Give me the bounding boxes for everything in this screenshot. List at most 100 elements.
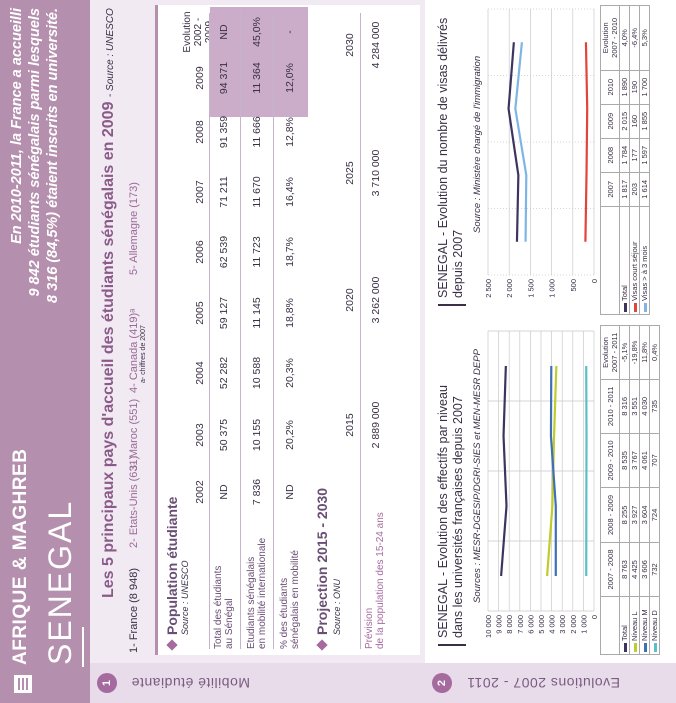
table-cell: 2 889 000 xyxy=(370,401,382,449)
intro-text: En 2010-2011, la France a accueilli 9 84… xyxy=(8,8,62,303)
data-label: 735 xyxy=(649,379,660,434)
chart2-title-line: depuis 2007 xyxy=(451,229,465,298)
top5-country: 4- Canada (419)ᵃ xyxy=(128,308,140,393)
table-cell: 18,7% xyxy=(284,237,296,267)
table-header-cell: 2008 xyxy=(600,138,620,173)
table-cell: 94 371 xyxy=(218,61,230,95)
data-label: 1 784 xyxy=(619,138,630,173)
table-header-cell: 2010 - 2011 xyxy=(600,379,620,434)
evolution-value: 0,4% xyxy=(649,325,660,380)
table-corner xyxy=(600,596,620,655)
series-line xyxy=(584,42,589,242)
chart1-source: Sources : MESR-DGESIP/DGRI-SIES et MEN-M… xyxy=(472,349,483,603)
y-tick-label: 5 000 xyxy=(537,615,546,634)
data-label: 177 xyxy=(629,138,640,173)
intro-line: 9 842 étudiants sénégalais parmi lesquel… xyxy=(27,8,43,297)
data-label: 724 xyxy=(649,487,660,543)
top5-title: Les 5 principaux pays d'accueil des étud… xyxy=(100,8,118,598)
table-row: Niveau D 732 724 707 735 0,4% xyxy=(649,325,660,655)
data-label: 4 030 xyxy=(639,379,650,434)
data-label: 4 425 xyxy=(629,542,640,597)
legend-swatch xyxy=(623,643,627,652)
legend-label: Visas > à 3 mois xyxy=(640,245,649,301)
year-header: 2007 xyxy=(194,180,206,204)
y-tick-label: 9 000 xyxy=(495,615,504,634)
intro-line: En 2010-2011, la France a accueilli xyxy=(9,8,25,244)
evolution-value: 5,3% xyxy=(639,5,650,71)
series-legend: Visas court séjour xyxy=(629,206,640,315)
y-tick-label: 8 000 xyxy=(505,615,514,634)
legend-swatch xyxy=(633,643,637,652)
series-legend: Visas > à 3 mois xyxy=(639,206,650,315)
top5-country: 3- Maroc (551) xyxy=(128,398,140,471)
table-row: Niveau L 4 425 3 927 3 767 3 551 -19,8% xyxy=(629,325,640,655)
table-cell: ND xyxy=(218,24,230,40)
year-header: 2006 xyxy=(194,240,206,264)
data-label: 1 597 xyxy=(639,138,650,173)
table-cell: 3 710 000 xyxy=(370,149,382,197)
table-row: Total 8 763 8 255 8 535 8 316 -5,1% xyxy=(619,325,630,655)
title-underline xyxy=(82,627,84,667)
table-header-cell: 2009 xyxy=(600,104,620,139)
menu-icon xyxy=(14,675,32,693)
row-label: % des étudiants sénégalais en mobilité xyxy=(279,550,301,649)
table-cell: 20,3% xyxy=(284,358,296,388)
y-tick-label: 1 000 xyxy=(579,615,588,634)
year-header: 2025 xyxy=(344,161,356,185)
y-tick-label: 0 xyxy=(590,279,599,283)
y-tick-label: 1 500 xyxy=(526,279,535,298)
y-tick-label: 2 500 xyxy=(484,279,493,298)
evol-line: 2007 - 2011 xyxy=(610,332,619,373)
row-label-line: Total des étudiants xyxy=(213,565,224,649)
table-cell: 45,0% xyxy=(251,17,263,47)
legend-swatch xyxy=(633,303,637,312)
series-legend: Niveau D xyxy=(649,596,660,655)
table-row: Visas court séjour 203 177 160 190 -6,4% xyxy=(629,5,640,315)
evol-line: Evolution xyxy=(601,337,610,368)
data-label: 3 606 xyxy=(639,542,650,597)
top5-source: - Source : UNESCO xyxy=(105,8,116,98)
section-2-label: Evolutions 2007 - 2011 xyxy=(466,675,620,691)
y-tick-label: 6 000 xyxy=(526,615,535,634)
row-label-line: Etudiants sénégalais xyxy=(246,556,257,649)
chart2-title: SENEGAL - Evolution du nombre de visas d… xyxy=(436,18,466,298)
table-cell: 11 723 xyxy=(251,236,263,268)
data-label: 732 xyxy=(649,542,660,597)
table-header-cell: Evolution 2007 - 2010 xyxy=(600,5,620,71)
legend-swatch xyxy=(643,643,647,652)
table-cell: 11 670 xyxy=(251,176,263,208)
legend-swatch xyxy=(653,643,657,652)
legend-label: Niveau M xyxy=(640,609,649,641)
population-source: Source : UNESCO xyxy=(180,560,190,635)
data-label: 707 xyxy=(649,433,660,488)
section-1-number: 1 xyxy=(97,673,117,693)
table-cell: 4 284 000 xyxy=(370,21,382,69)
legend-label: Visas court séjour xyxy=(630,241,639,301)
data-label: 4 061 xyxy=(639,433,650,488)
evolution-value: -6,4% xyxy=(629,5,640,71)
row-separator xyxy=(240,13,241,649)
table-header-cell: 2007 - 2008 xyxy=(600,542,620,597)
row-label: Etudiants sénégalais en mobilité interna… xyxy=(246,538,268,649)
data-label: 1 614 xyxy=(639,172,650,207)
data-label: 3 604 xyxy=(639,487,650,543)
table-cell: 11 666 xyxy=(251,116,263,148)
data-label: 3 927 xyxy=(629,487,640,543)
data-label: 160 xyxy=(629,104,640,139)
intro-line: 8 316 (84,5%) étaient inscrits en univer… xyxy=(45,8,61,303)
row-separator xyxy=(360,13,361,649)
evolution-value: 11,8% xyxy=(639,325,650,380)
top5-country: 5- Allemagne (173) xyxy=(128,182,140,275)
y-tick-label: 0 xyxy=(590,615,599,619)
data-label: 8 763 xyxy=(619,542,630,597)
y-tick-label: 2 000 xyxy=(505,279,514,298)
table-header-cell: 2010 xyxy=(600,70,620,105)
chart2-table-body: Total 1 817 1 784 2 015 1 890 4,0% Visas court… xyxy=(619,5,650,315)
legend-label: Total xyxy=(620,625,629,641)
series-line xyxy=(500,365,508,577)
top5-country: 1- France (8 948) xyxy=(128,568,140,653)
evol-line: Evolution xyxy=(601,22,610,54)
top5-title-text: Les 5 principaux pays d'accueil des étud… xyxy=(100,101,117,598)
row-label-line: % des étudiants xyxy=(279,577,290,649)
